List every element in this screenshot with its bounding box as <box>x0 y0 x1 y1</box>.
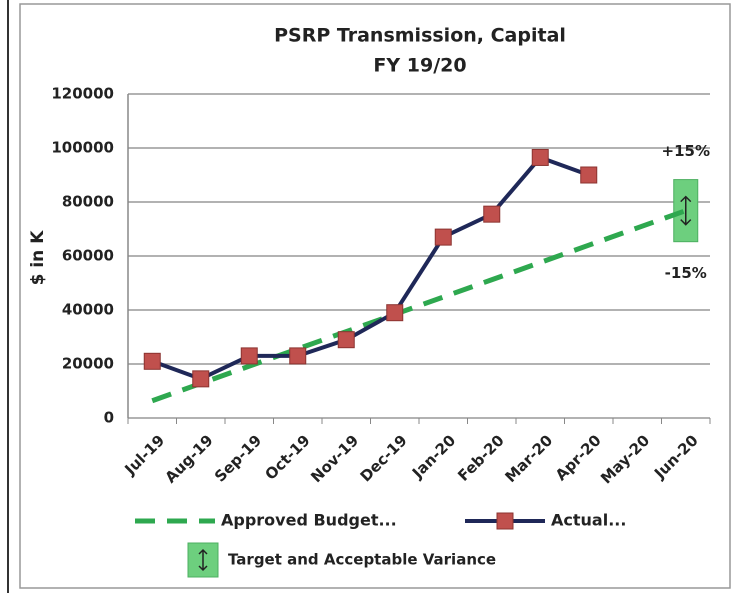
y-tick-label: 120000 <box>51 85 114 103</box>
legend-band-arrow <box>198 548 208 572</box>
legend-label: Approved Budget... <box>221 511 397 530</box>
chart-frame <box>19 3 731 589</box>
actual-marker <box>240 347 258 365</box>
legend-marker <box>496 512 514 530</box>
y-tick-label: 100000 <box>51 139 114 157</box>
chart-subtitle: FY 19/20 <box>373 55 466 77</box>
legend-label: Actual... <box>551 511 626 530</box>
legend-label: Target and Acceptable Variance <box>228 551 496 569</box>
actual-marker <box>289 347 307 365</box>
actual-marker <box>434 228 452 246</box>
upper-variance-label: +15% <box>662 142 710 160</box>
band-arrow <box>680 195 692 226</box>
actual-marker <box>143 352 161 370</box>
actual-marker <box>192 370 210 388</box>
y-tick-label: 0 <box>104 409 114 427</box>
actual-marker <box>386 304 404 322</box>
y-tick-label: 80000 <box>62 193 114 211</box>
y-tick-label: 20000 <box>62 355 114 373</box>
y-axis-label: $ in K <box>28 230 48 286</box>
y-tick-label: 40000 <box>62 301 114 319</box>
actual-marker <box>531 148 549 166</box>
actual-marker <box>580 166 598 184</box>
actual-line <box>151 155 590 381</box>
y-tick-label: 60000 <box>62 247 114 265</box>
actual-marker <box>483 205 501 223</box>
chart-title: PSRP Transmission, Capital <box>274 25 566 47</box>
actual-marker <box>337 331 355 349</box>
lower-variance-label: -15% <box>665 264 707 282</box>
